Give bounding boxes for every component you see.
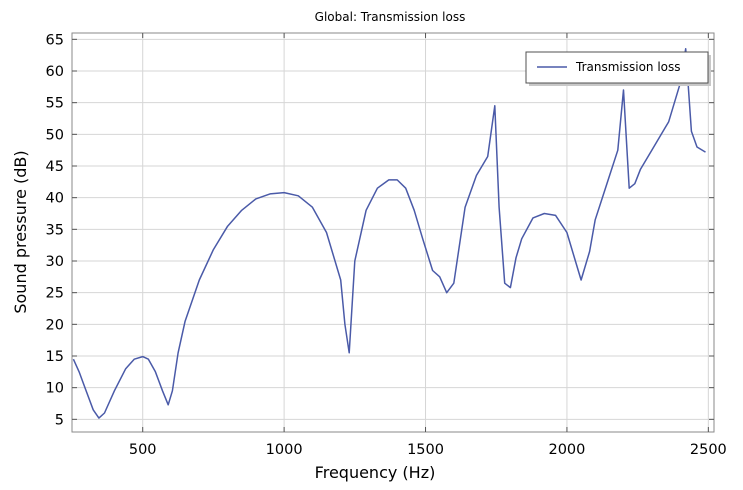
y-tick-label: 5 <box>55 412 64 428</box>
y-axis-label: Sound pressure (dB) <box>11 150 30 313</box>
y-tick-label: 25 <box>46 286 64 302</box>
plot-area-frame <box>71 32 715 433</box>
y-tick-label: 20 <box>46 317 64 333</box>
axis-ticks <box>72 33 714 432</box>
y-tick-label: 50 <box>46 127 64 143</box>
grid <box>72 33 714 432</box>
x-axis-label: Frequency (Hz) <box>315 463 436 482</box>
y-tick-label: 60 <box>46 64 64 80</box>
x-tick-label: 1500 <box>407 442 444 458</box>
x-tick-labels: 500 1000 1500 2000 2500 <box>129 442 727 458</box>
legend-label: Transmission loss <box>575 60 681 74</box>
y-tick-label: 10 <box>46 381 64 397</box>
chart-title: Global: Transmission loss <box>315 10 466 24</box>
x-tick-label: 1000 <box>266 442 303 458</box>
y-tick-label: 15 <box>46 349 64 365</box>
y-tick-label: 35 <box>46 222 64 238</box>
y-tick-label: 30 <box>46 254 64 270</box>
y-tick-label: 45 <box>46 159 64 175</box>
x-tick-label: 500 <box>129 442 157 458</box>
y-tick-label: 65 <box>46 32 64 48</box>
x-tick-label: 2500 <box>690 442 727 458</box>
legend: Transmission loss <box>525 51 711 86</box>
y-tick-labels: 5 10 15 20 25 30 35 40 45 50 55 60 65 <box>46 32 64 428</box>
series-layer <box>72 48 706 419</box>
y-tick-label: 55 <box>46 96 64 112</box>
x-tick-label: 2000 <box>548 442 585 458</box>
series-line-transmission-loss <box>72 48 706 419</box>
y-tick-label: 40 <box>46 191 64 207</box>
